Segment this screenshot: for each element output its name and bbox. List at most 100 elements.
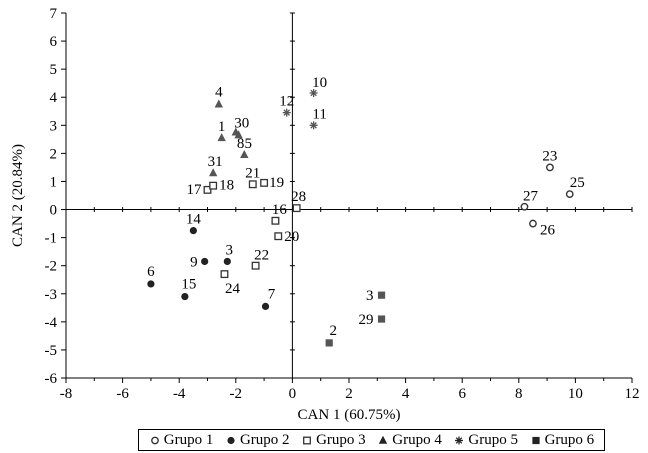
point-label: 22	[254, 248, 269, 264]
data-point	[208, 168, 218, 177]
legend-marker	[531, 436, 540, 445]
y-tick-label: 4	[50, 90, 58, 106]
y-tick-label: 7	[50, 6, 58, 22]
legend-marker	[303, 436, 312, 445]
plot-svg: -8 -6 -4 -2 0 2 4 6 8 10 12-6-5-4-3-2-101234567CAN…	[10, 6, 640, 423]
data-point	[274, 232, 283, 241]
x-tick-label: -8	[60, 386, 73, 402]
legend-label: Grupo 4	[392, 431, 442, 448]
data-point	[260, 178, 269, 187]
y-tick-label: -2	[45, 259, 58, 275]
y-tick-label: -3	[45, 287, 58, 303]
legend-item: Grupo 3	[301, 432, 366, 449]
legend-item: Grupo 4	[377, 432, 442, 449]
point-label: 3	[366, 288, 374, 304]
point-label: 1	[218, 119, 226, 135]
point-label: 18	[219, 178, 234, 194]
x-tick-label: 6	[458, 386, 466, 402]
data-point	[147, 280, 155, 288]
point-label: 20	[284, 229, 299, 245]
point-label: 3	[226, 242, 234, 258]
legend-marker-icon	[455, 436, 464, 445]
series-grupo-2: 14 3 9 6 15 7	[147, 212, 276, 311]
data-point	[261, 302, 270, 311]
y-tick-label: 6	[50, 34, 58, 50]
legend-marker	[227, 436, 235, 445]
series-grupo-4: 4 1 30 8 5 31	[208, 84, 252, 177]
data-point	[251, 261, 260, 270]
x-axis-label: CAN 1 (60.75%)	[298, 407, 401, 423]
x-tick-label: 4	[402, 386, 410, 402]
y-tick-label: -6	[45, 371, 58, 387]
data-point	[223, 257, 231, 266]
data-point	[248, 180, 257, 189]
point-label: 10	[312, 75, 327, 91]
data-point	[377, 291, 386, 299]
data-point	[325, 339, 333, 347]
x-tick-label: 8	[515, 386, 523, 402]
data-point	[292, 204, 301, 213]
point-label: 30	[234, 115, 249, 131]
point-label: 26	[540, 223, 556, 239]
point-label: 19	[269, 175, 284, 191]
legend-label: Grupo 5	[468, 431, 518, 448]
point-label: 23	[542, 148, 557, 164]
point-label: 12	[279, 94, 294, 110]
point-label: 11	[312, 106, 326, 122]
legend: Grupo 1 Grupo 2 Grupo 3 Grupo 4 Grupo 5 Grupo…	[138, 429, 605, 451]
data-point	[529, 219, 537, 228]
x-tick-label: 0	[289, 386, 297, 402]
legend-marker-icon	[379, 435, 388, 444]
legend-marker	[150, 436, 159, 445]
data-point	[220, 270, 229, 279]
data-point	[189, 226, 197, 235]
legend-marker-icon	[150, 436, 159, 445]
point-label: 29	[359, 312, 374, 328]
y-tick-label: -1	[45, 231, 58, 247]
point-label: 21	[245, 165, 260, 181]
data-point	[217, 133, 226, 142]
data-point	[282, 108, 291, 117]
point-label: 14	[186, 212, 202, 228]
data-point	[565, 190, 574, 198]
data-point	[520, 202, 529, 211]
data-point	[201, 257, 209, 266]
x-tick-label: -4	[173, 386, 186, 402]
point-label: 31	[208, 154, 223, 170]
legend-item: Grupo 5	[453, 432, 518, 449]
legend-label: Grupo 3	[316, 431, 366, 448]
legend-marker	[379, 435, 388, 444]
y-tick-label: 1	[50, 174, 58, 190]
data-point	[181, 292, 189, 301]
point-label: 7	[268, 286, 276, 302]
data-point	[240, 149, 249, 158]
point-label: 6	[147, 264, 155, 280]
point-label: 17	[187, 182, 203, 198]
y-tick-label: -5	[45, 343, 58, 359]
series-grupo-5: 10 12 11	[279, 75, 327, 130]
point-label: 28	[291, 189, 306, 205]
data-point	[377, 315, 386, 323]
data-point	[309, 121, 318, 130]
point-label: 25	[570, 175, 585, 191]
data-point	[546, 163, 554, 172]
data-point	[234, 130, 243, 139]
series-grupo-6: 3 29 2	[325, 288, 386, 347]
x-tick-label: 12	[625, 386, 640, 402]
data-point	[209, 181, 218, 190]
point-label: 16	[272, 202, 288, 218]
legend-marker-icon	[303, 436, 312, 445]
data-point	[214, 99, 224, 108]
legend-item: Grupo 6	[530, 432, 594, 449]
legend-item: Grupo 1	[149, 432, 213, 449]
x-tick-label: -6	[116, 386, 129, 402]
y-tick-label: 2	[50, 146, 58, 162]
legend-marker-icon	[227, 436, 235, 445]
point-label: 15	[181, 277, 196, 293]
point-label: 4	[215, 84, 223, 100]
y-tick-label: 5	[50, 62, 58, 78]
x-tick-label: 2	[345, 386, 353, 402]
point-label: 8	[237, 136, 245, 152]
